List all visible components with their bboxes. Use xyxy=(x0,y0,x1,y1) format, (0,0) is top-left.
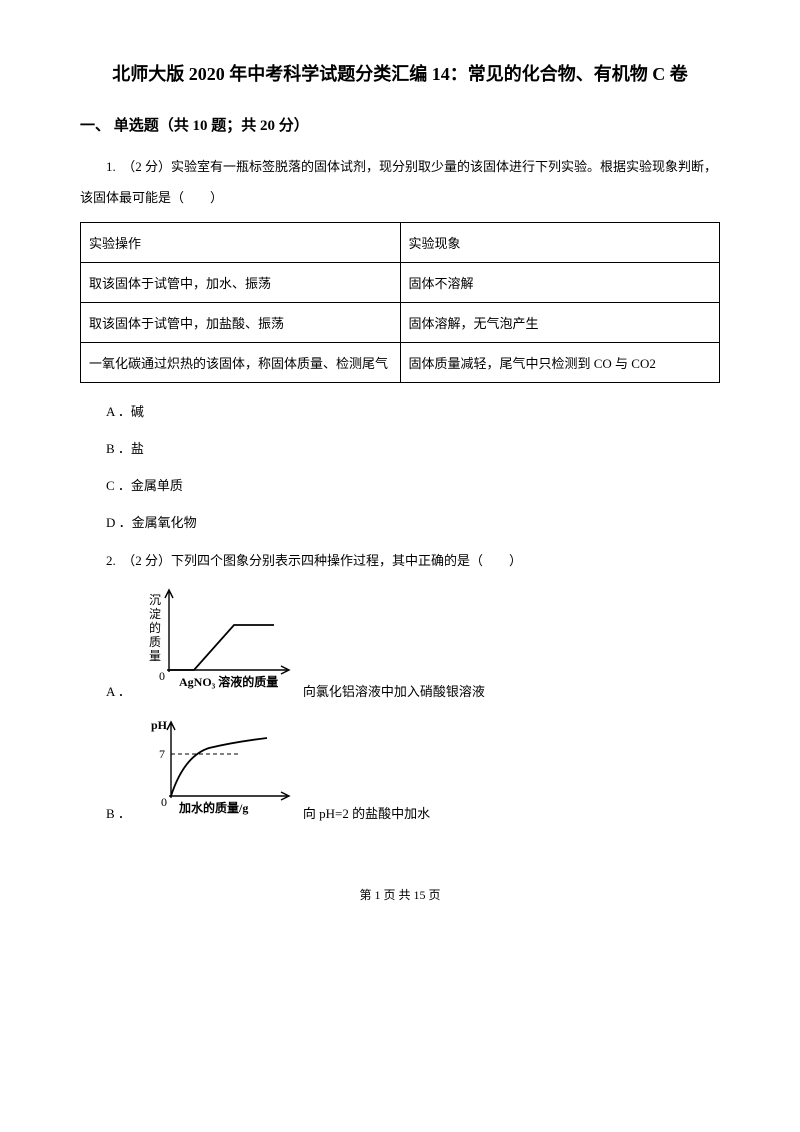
table-cell: 取该固体于试管中，加盐酸、振荡 xyxy=(81,303,401,343)
table-cell: 实验现象 xyxy=(400,223,720,263)
svg-text:淀: 淀 xyxy=(149,607,161,621)
chart-a-svg: 沉 淀 的 质 量 0 AgNO₃ 溶液的质量 xyxy=(139,580,299,700)
q1-option-a: A ．碱 xyxy=(106,401,720,420)
table-row: 取该固体于试管中，加盐酸、振荡 固体溶解，无气泡产生 xyxy=(81,303,720,343)
q1-option-c: C ．金属单质 xyxy=(106,475,720,494)
q1-table: 实验操作 实验现象 取该固体于试管中，加水、振荡 固体不溶解 取该固体于试管中，… xyxy=(80,222,720,383)
q1-stem-line1: 1. （2 分）实验室有一瓶标签脱落的固体试剂，现分别取少量的该固体进行下列实验… xyxy=(80,155,720,180)
table-cell: 一氧化碳通过炽热的该固体，称固体质量、检测尾气 xyxy=(81,343,401,383)
q2-stem: 2. （2 分）下列四个图象分别表示四种操作过程，其中正确的是（ ） xyxy=(80,549,720,574)
svg-text:AgNO₃ 溶液的质量: AgNO₃ 溶液的质量 xyxy=(179,674,278,689)
svg-text:量: 量 xyxy=(149,649,161,663)
table-cell: 取该固体于试管中，加水、振荡 xyxy=(81,263,401,303)
table-row: 一氧化碳通过炽热的该固体，称固体质量、检测尾气 固体质量减轻，尾气中只检测到 C… xyxy=(81,343,720,383)
q2-chart-a: 沉 淀 的 质 量 0 AgNO₃ 溶液的质量 xyxy=(139,580,299,704)
q2-option-b-letter: B ． xyxy=(106,803,131,826)
page-footer: 第 1 页 共 15 页 xyxy=(80,886,720,903)
table-cell: 固体不溶解 xyxy=(400,263,720,303)
q1-stem-line2: 该固体最可能是（ ） xyxy=(80,186,720,211)
table-cell: 固体质量减轻，尾气中只检测到 CO 与 CO2 xyxy=(400,343,720,383)
table-cell: 实验操作 xyxy=(81,223,401,263)
section-heading: 一、 单选题（共 10 题；共 20 分） xyxy=(80,114,720,135)
svg-text:沉: 沉 xyxy=(149,593,161,607)
svg-text:0: 0 xyxy=(159,669,165,683)
document-title: 北师大版 2020 年中考科学试题分类汇编 14：常见的化合物、有机物 C 卷 xyxy=(80,60,720,86)
q2-option-a-letter: A ． xyxy=(106,681,131,704)
svg-text:的: 的 xyxy=(149,620,161,635)
q2-chart-b: pH 7 0 加水的质量/g xyxy=(139,714,299,826)
svg-text:7: 7 xyxy=(159,747,165,761)
q1-option-b: B ．盐 xyxy=(106,438,720,457)
chart-b-svg: pH 7 0 加水的质量/g xyxy=(139,714,299,822)
table-row: 实验操作 实验现象 xyxy=(81,223,720,263)
q2-option-a-row: A ． 沉 淀 的 质 量 0 AgNO₃ 溶液的质量 xyxy=(106,580,720,704)
q2-option-b-text: 向 pH=2 的盐酸中加水 xyxy=(303,803,430,826)
table-cell: 固体溶解，无气泡产生 xyxy=(400,303,720,343)
svg-text:0: 0 xyxy=(161,795,167,809)
svg-text:pH: pH xyxy=(151,718,168,732)
svg-text:质: 质 xyxy=(149,635,161,649)
svg-text:加水的质量/g: 加水的质量/g xyxy=(178,800,248,815)
table-row: 取该固体于试管中，加水、振荡 固体不溶解 xyxy=(81,263,720,303)
q1-option-d: D ．金属氧化物 xyxy=(106,512,720,531)
q2-option-a-text: 向氯化铝溶液中加入硝酸银溶液 xyxy=(303,681,485,704)
q2-option-b-row: B ． pH 7 0 加水的质量/g 向 pH=2 的盐酸中加水 xyxy=(106,714,720,826)
page: 北师大版 2020 年中考科学试题分类汇编 14：常见的化合物、有机物 C 卷 … xyxy=(0,0,800,943)
